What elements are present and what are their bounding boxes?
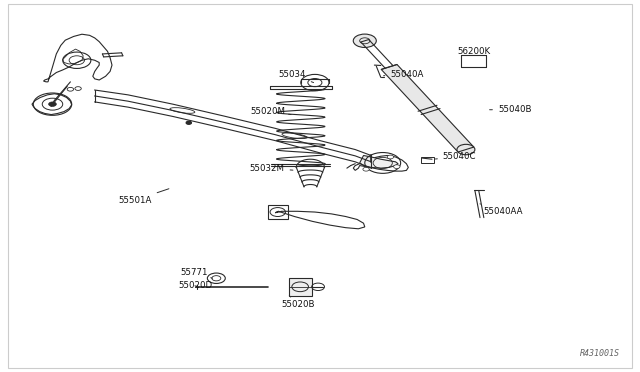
Text: 55040C: 55040C <box>435 153 476 161</box>
Text: 55040A: 55040A <box>383 70 424 79</box>
Circle shape <box>363 167 369 171</box>
Circle shape <box>394 165 400 169</box>
Circle shape <box>49 102 56 106</box>
Text: 55020D: 55020D <box>178 281 212 290</box>
Bar <box>421 157 434 163</box>
Circle shape <box>353 34 376 48</box>
Text: 55040B: 55040B <box>490 105 531 114</box>
Polygon shape <box>381 64 474 152</box>
Circle shape <box>186 121 191 124</box>
Text: 55501A: 55501A <box>118 189 169 205</box>
Text: 55020B: 55020B <box>282 296 315 309</box>
Circle shape <box>387 155 394 159</box>
Bar <box>289 278 312 296</box>
Bar <box>268 205 288 219</box>
Text: 55771: 55771 <box>180 268 212 278</box>
Text: 55040AA: 55040AA <box>480 204 523 216</box>
Text: 55032M: 55032M <box>250 164 293 173</box>
Text: 55020M: 55020M <box>251 107 291 116</box>
Text: 55034: 55034 <box>278 70 314 83</box>
Circle shape <box>457 144 475 155</box>
Text: R431001S: R431001S <box>580 349 620 358</box>
Text: 56200K: 56200K <box>458 47 491 56</box>
Polygon shape <box>360 155 398 168</box>
